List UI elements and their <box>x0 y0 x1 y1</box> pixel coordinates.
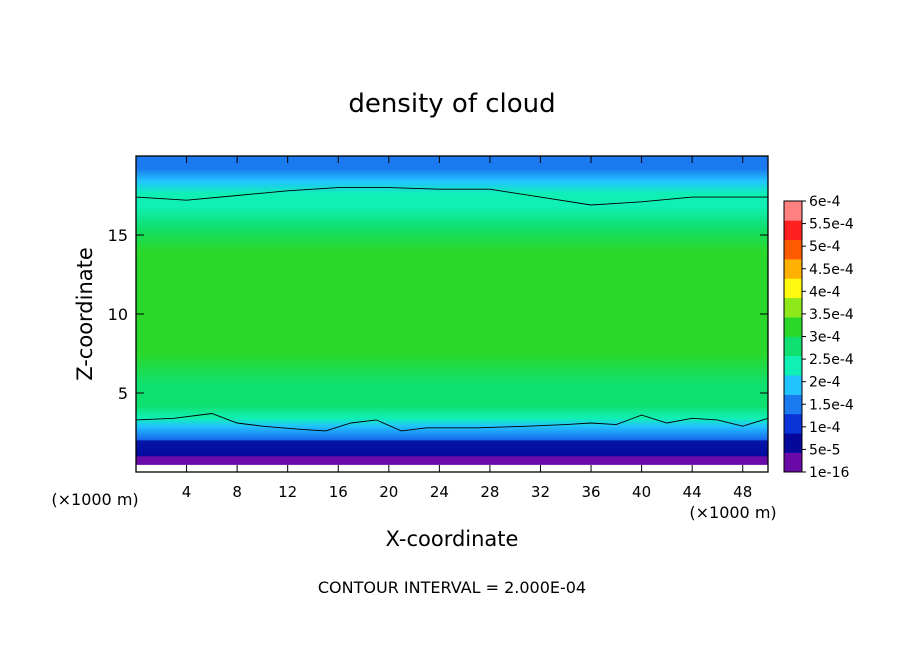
colorbar-swatch <box>784 336 802 357</box>
x-tick-label: 8 <box>232 483 242 501</box>
x-tick-label: 12 <box>278 483 297 501</box>
x-axis-label: X-coordinate <box>386 527 519 551</box>
colorbar-label: 5.5e-4 <box>809 217 854 233</box>
x-tick-label: 36 <box>581 483 600 501</box>
x-tick-label: 40 <box>632 483 651 501</box>
y-tick-label: 15 <box>108 226 128 245</box>
x-tick-label: 16 <box>329 483 348 501</box>
colorbar-swatch <box>784 201 802 221</box>
x-tick-label: 24 <box>430 483 449 501</box>
contour-line <box>136 187 768 206</box>
colorbar-swatch <box>784 297 802 318</box>
colorbar-label: 5e-5 <box>809 442 840 458</box>
colorbar-swatch <box>784 375 802 395</box>
x-tick-label: 32 <box>531 483 550 501</box>
x-unit-left: (×1000 m) <box>51 490 138 509</box>
x-tick-label: 44 <box>683 483 702 501</box>
purple-base-layer <box>136 456 768 465</box>
colorbar: 1e-16 5e-5 1e-4 1.5e-4 2e-4 2.5e-4 3e-4 3.5e-4 4… <box>783 194 854 481</box>
colorbar-label: 1e-16 <box>809 465 849 481</box>
contour-interval-note: CONTOUR INTERVAL = 2.000E-04 <box>318 578 586 597</box>
x-unit-right: (×1000 m) <box>689 503 776 522</box>
colorbar-label: 1e-4 <box>809 420 841 436</box>
x-tick-label: 4 <box>182 483 192 501</box>
colorbar-label: 3.5e-4 <box>809 307 854 323</box>
colorbar-swatch <box>784 413 802 434</box>
y-axis-label: Z-coordinate <box>73 247 97 381</box>
colorbar-swatch <box>784 259 802 279</box>
colorbar-swatch <box>784 452 802 473</box>
colorbar-swatch <box>784 433 802 453</box>
colorbar-swatch <box>784 394 802 415</box>
colorbar-label: 6e-4 <box>809 194 841 210</box>
colorbar-swatch <box>784 355 802 376</box>
colorbar-swatch <box>784 220 802 241</box>
colorbar-label: 2.5e-4 <box>809 352 854 368</box>
colorbar-label: 1.5e-4 <box>809 397 854 413</box>
chart-title: density of cloud <box>348 89 555 119</box>
plot-area <box>136 156 768 472</box>
colorbar-swatch <box>784 278 802 299</box>
x-tick-label: 48 <box>733 483 752 501</box>
x-tick-label: 20 <box>379 483 398 501</box>
colorbar-swatch <box>784 317 802 337</box>
colorbar-label: 3e-4 <box>809 330 841 346</box>
colorbar-label: 5e-4 <box>809 239 841 255</box>
dark-blue-layer <box>136 440 768 457</box>
colorbar-swatch <box>784 239 802 260</box>
contour-line <box>136 413 768 432</box>
y-tick-label: 10 <box>108 305 128 324</box>
no-data-strip <box>136 464 768 472</box>
density-field <box>136 156 768 472</box>
colorbar-label: 4e-4 <box>809 284 841 300</box>
colorbar-label: 2e-4 <box>809 375 841 391</box>
colorbar-label: 4.5e-4 <box>809 262 854 278</box>
y-tick-label: 5 <box>118 384 128 403</box>
x-tick-label: 28 <box>480 483 499 501</box>
